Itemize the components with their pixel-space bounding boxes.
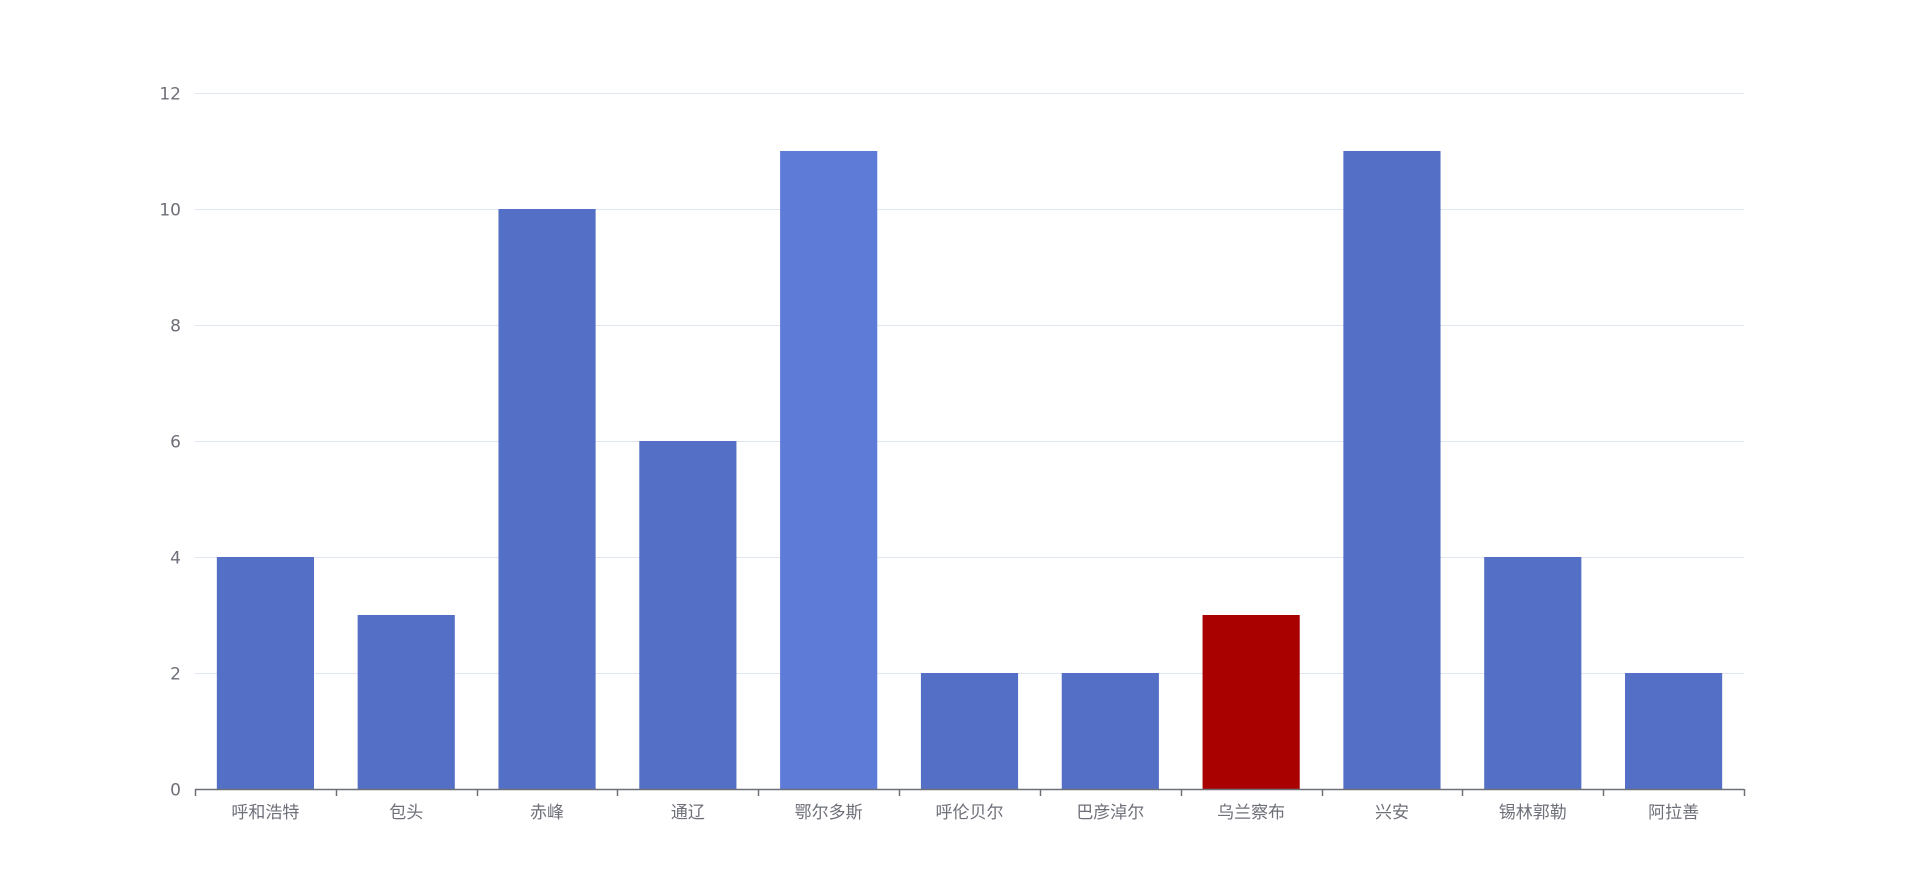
bar-9: [1484, 557, 1582, 789]
bar-10: [1625, 673, 1723, 789]
x-tick-label: 阿拉善: [1648, 803, 1699, 823]
x-tick-label: 巴彦淖尔: [1076, 803, 1144, 823]
y-tick-label: 4: [170, 549, 181, 569]
x-tick-label: 包头: [389, 803, 423, 823]
bar-3: [639, 441, 737, 789]
axes: [194, 788, 1746, 796]
bar-1: [357, 615, 455, 789]
bars: [216, 151, 1723, 789]
x-tick-label: 乌兰察布: [1217, 803, 1285, 823]
bar-2: [498, 209, 596, 789]
y-axis-labels: 0 2 4 6 8 10 12: [159, 85, 181, 801]
y-tick-label: 2: [170, 665, 181, 685]
x-tick-label: 呼和浩特: [231, 803, 299, 823]
x-tick-label: 兴安: [1375, 803, 1409, 823]
x-tick-label: 赤峰: [530, 803, 564, 823]
bar-6: [1061, 673, 1159, 789]
x-tick-label: 呼伦贝尔: [936, 803, 1004, 823]
x-axis-labels: 呼和浩特 包头 赤峰 通辽 鄂尔多斯 呼伦贝尔 巴彦淖尔 乌兰察布 兴安 锡林郭勒 阿拉善: [231, 803, 1699, 823]
y-tick-label: 8: [170, 317, 181, 337]
y-tick-label: 0: [170, 781, 181, 801]
y-tick-label: 6: [170, 433, 181, 453]
x-tick-label: 鄂尔多斯: [795, 803, 863, 823]
bar-5: [920, 673, 1019, 789]
bar-7: [1202, 615, 1300, 789]
y-tick-label: 10: [159, 201, 181, 221]
y-tick-label: 12: [159, 85, 181, 105]
bar-4: [780, 151, 878, 789]
bar-8: [1343, 151, 1441, 789]
x-tick-label: 锡林郭勒: [1499, 803, 1567, 823]
bar-0: [216, 557, 314, 789]
x-tick-label: 通辽: [671, 803, 705, 823]
